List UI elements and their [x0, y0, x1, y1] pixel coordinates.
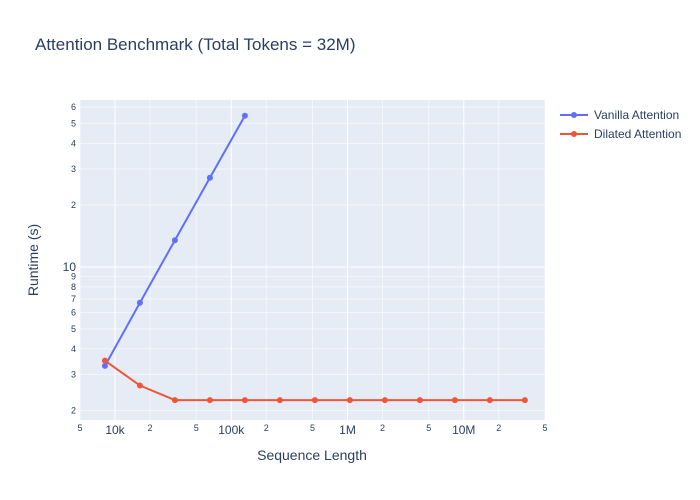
dilated-attention-point — [346, 397, 353, 404]
x-minor-tick-label: 2 — [147, 423, 152, 433]
y-minor-tick-label: 3 — [71, 164, 76, 174]
y-axis-ticks: 10 2 3 4 5 6 7 89 2 3 4 5 6 — [63, 102, 77, 415]
y-axis-title: Runtime (s) — [25, 224, 41, 296]
dilated-attention-point — [416, 397, 423, 404]
vanilla-attention-point — [171, 237, 178, 244]
dilated-attention-point — [171, 397, 178, 404]
legend-label: Dilated Attention — [594, 127, 681, 141]
legend-label: Vanilla Attention — [594, 108, 679, 122]
legend: Vanilla Attention Dilated Attention — [560, 108, 681, 141]
y-minor-tick-label: 4 — [71, 344, 76, 354]
x-minor-tick-label: 5 — [426, 423, 431, 433]
y-minor-tick-label: 4 — [71, 138, 76, 148]
series-layer — [101, 112, 528, 404]
y-tick-label: 10 — [63, 260, 77, 274]
legend-swatch-marker — [571, 112, 577, 118]
x-tick-label: 100k — [218, 423, 245, 437]
dilated-attention-point — [451, 397, 458, 404]
legend-item-vanilla-attention: Vanilla Attention — [560, 108, 679, 122]
y-minor-tick-label: 5 — [71, 324, 76, 334]
vanilla-attention-point — [241, 112, 248, 119]
y-minor-tick-label: 3 — [71, 369, 76, 379]
x-tick-label: 10k — [105, 423, 125, 437]
vanilla-attention-point — [101, 362, 108, 369]
dilated-attention-point — [241, 397, 248, 404]
dilated-attention-series — [101, 357, 528, 404]
dilated-attention-point — [276, 397, 283, 404]
x-minor-tick-label: 5 — [542, 423, 547, 433]
dilated-attention-point — [521, 397, 528, 404]
y-minor-tick-label: 2 — [71, 406, 76, 416]
x-axis-title: Sequence Length — [257, 447, 367, 463]
vanilla-attention-point — [206, 174, 213, 181]
y-minor-tick-label: 6 — [71, 102, 76, 112]
x-minor-tick-label: 5 — [194, 423, 199, 433]
x-tick-label: 10M — [452, 423, 475, 437]
y-minor-tick-label: 8 — [71, 282, 76, 292]
y-minor-tick-label: 5 — [71, 118, 76, 128]
vanilla-attention-series — [101, 112, 248, 369]
x-tick-label: 1M — [339, 423, 356, 437]
y-minor-tick-label: 7 — [71, 294, 76, 304]
dilated-attention-point — [136, 382, 143, 389]
legend-item-dilated-attention: Dilated Attention — [560, 127, 681, 141]
grid — [79, 100, 546, 420]
x-minor-tick-label: 2 — [264, 423, 269, 433]
vanilla-attention-point — [136, 299, 143, 306]
dilated-attention-point — [206, 397, 213, 404]
x-minor-tick-label: 2 — [496, 423, 501, 433]
dilated-attention-point — [486, 397, 493, 404]
x-minor-tick-label: 5 — [77, 423, 82, 433]
y-minor-tick-label: 9 — [71, 271, 76, 281]
dilated-attention-point — [101, 357, 108, 364]
x-minor-tick-label: 5 — [310, 423, 315, 433]
dilated-attention-point — [381, 397, 388, 404]
y-minor-tick-label: 6 — [71, 308, 76, 318]
dilated-attention-point — [311, 397, 318, 404]
legend-swatch-marker — [571, 131, 577, 137]
chart-title: Attention Benchmark (Total Tokens = 32M) — [35, 35, 356, 54]
x-axis-ticks: 10k 100k 1M 10M 5 2 5 2 5 2 5 2 5 — [77, 423, 547, 437]
x-minor-tick-label: 2 — [380, 423, 385, 433]
y-minor-tick-label: 2 — [71, 200, 76, 210]
